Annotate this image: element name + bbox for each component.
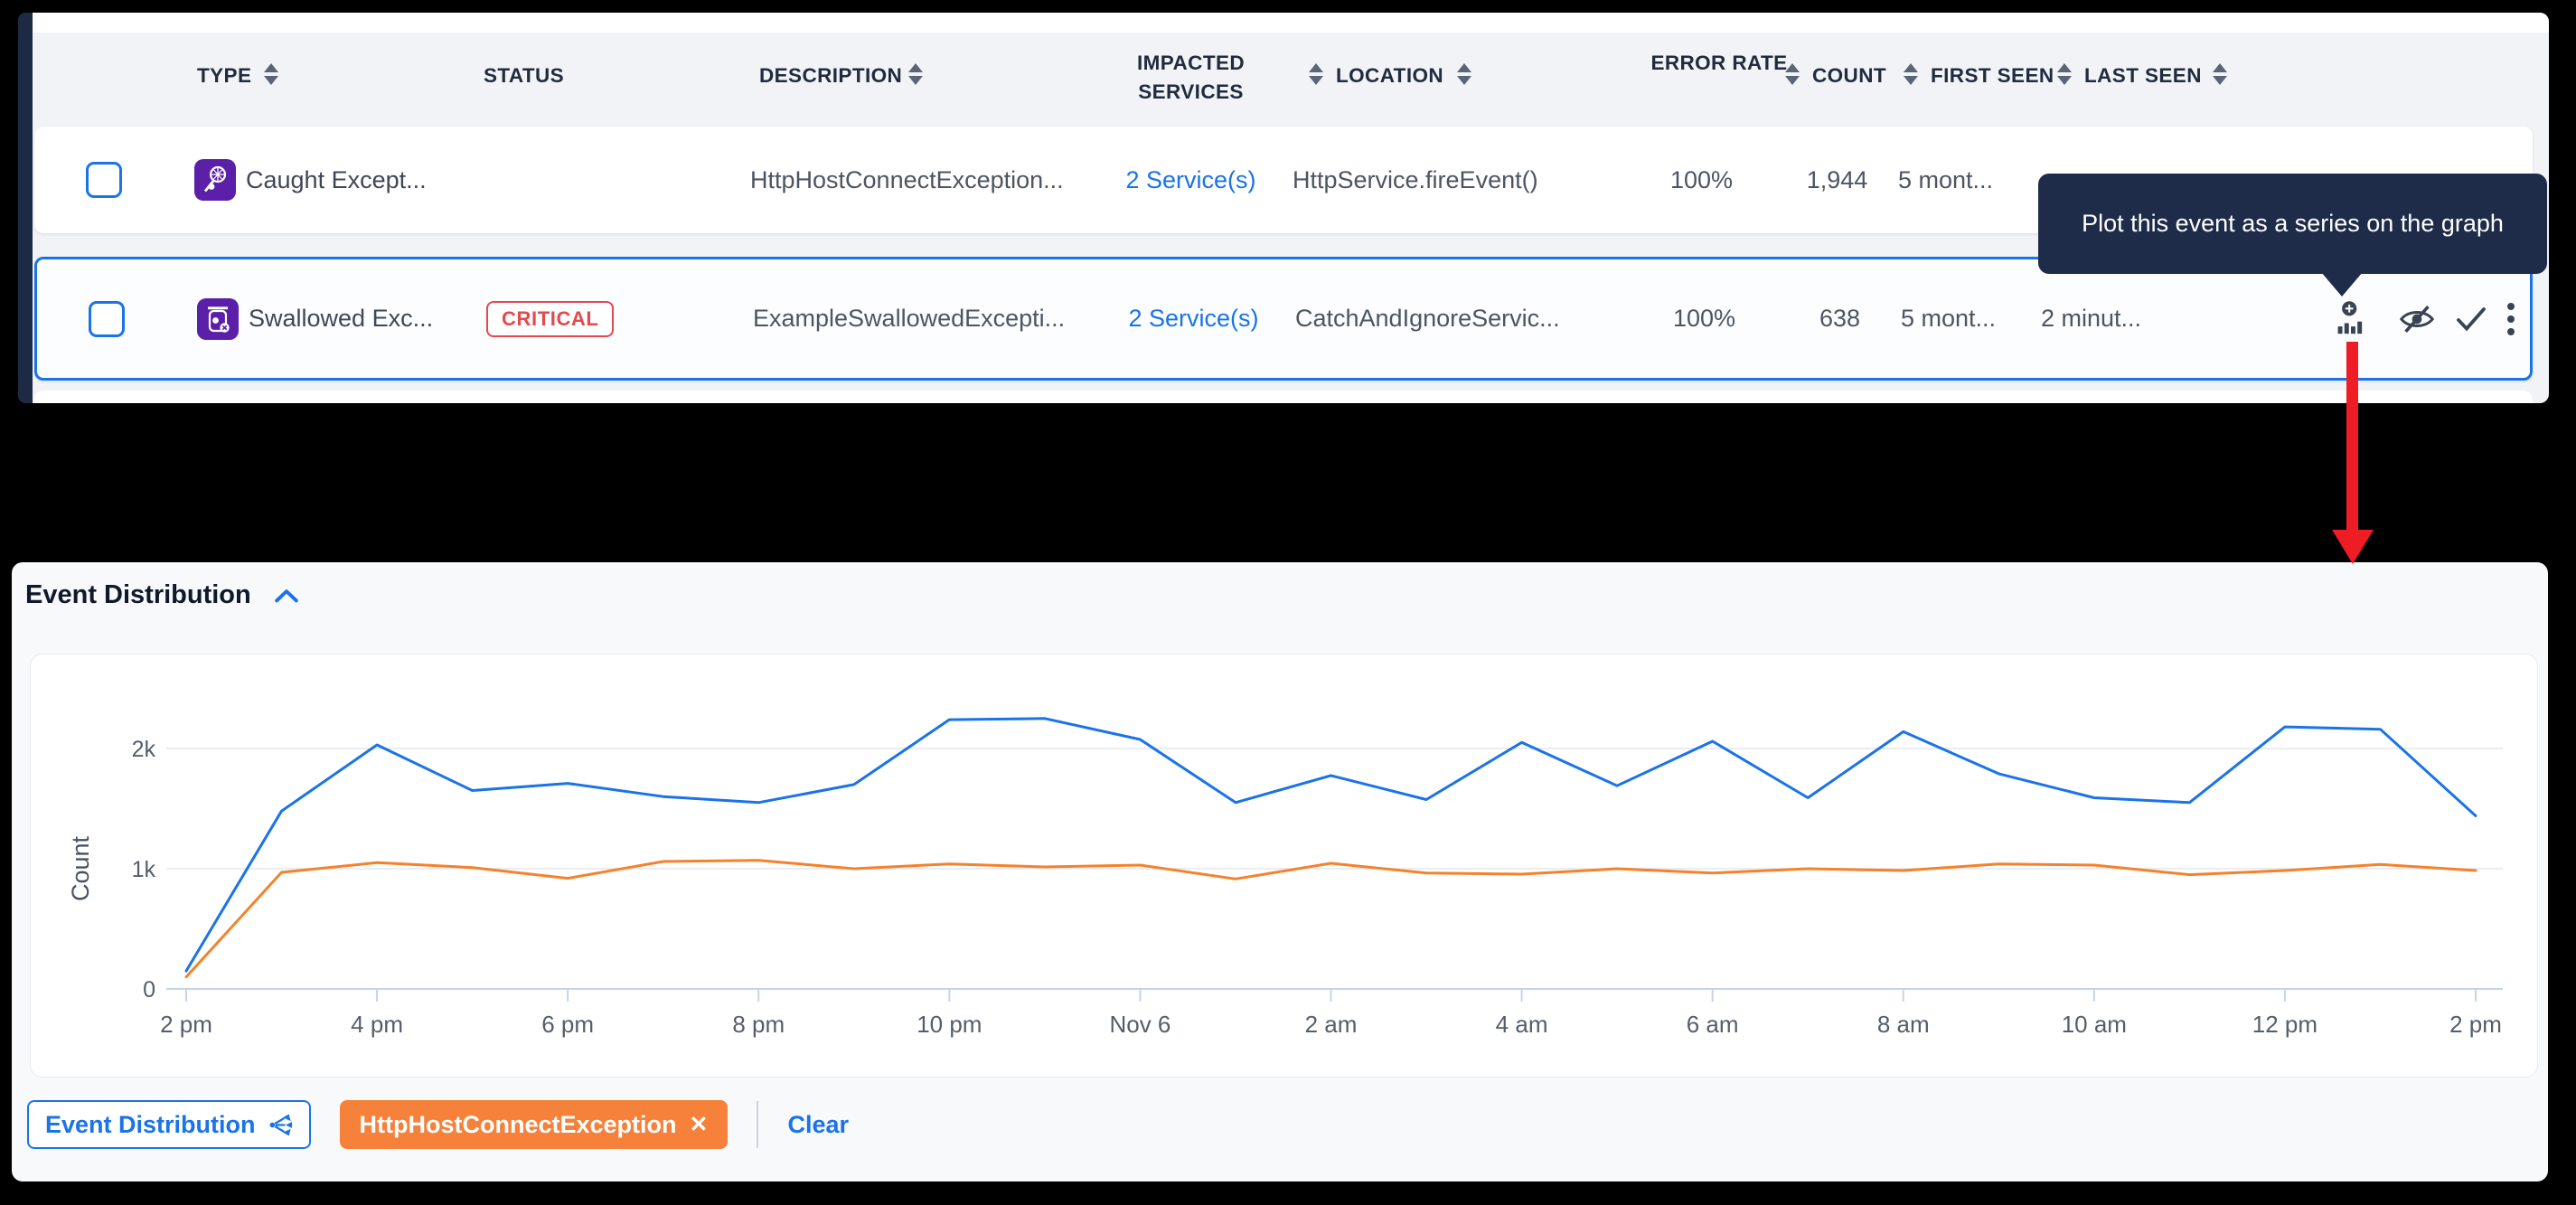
chart-card: 0 1k 2k Count 2 pm 4 pm 6 pm 8 pm 10 pm Nov 6 2 am… — [30, 654, 2538, 1078]
checkbox[interactable] — [89, 300, 125, 337]
count-value: 1,944 — [1806, 165, 1868, 193]
caught-exception-icon — [194, 127, 236, 233]
fork-arrows-icon — [269, 1113, 292, 1136]
error-rate-value: 100% — [1669, 165, 1734, 193]
svg-text:8 am: 8 am — [1877, 1011, 1930, 1038]
row-menu-button[interactable] — [2506, 259, 2515, 378]
svg-text:6 am: 6 am — [1687, 1011, 1739, 1038]
checkbox[interactable] — [86, 162, 122, 198]
column-header-first-seen[interactable]: FIRST SEEN — [1931, 64, 2054, 87]
net-icon — [203, 165, 227, 193]
svg-text:Count: Count — [67, 835, 94, 901]
column-header-location[interactable]: LOCATION — [1336, 64, 1444, 87]
row-checkbox[interactable] — [89, 259, 125, 378]
clear-series-button[interactable]: Clear — [787, 1110, 850, 1138]
panel-top-strip — [33, 13, 2549, 33]
jar-icon — [208, 306, 230, 333]
svg-text:2k: 2k — [132, 737, 156, 762]
svg-text:6 pm: 6 pm — [541, 1011, 594, 1038]
tooltip-pointer — [2321, 272, 2363, 297]
sort-icon[interactable] — [1309, 63, 1323, 85]
series-filter-chip[interactable]: HttpHostConnectException ✕ — [339, 1100, 729, 1149]
first-seen-value: 5 mont... — [1898, 165, 1994, 193]
plot-series-icon — [2337, 300, 2363, 334]
event-description: ExampleSwallowedExcepti... — [753, 305, 1066, 332]
tooltip-text: Plot this event as a series on the graph — [2082, 210, 2504, 237]
event-type-label: Caught Except... — [246, 165, 427, 193]
collapse-panel-button[interactable] — [274, 588, 298, 603]
filter-chip-label: HttpHostConnectException — [359, 1110, 677, 1138]
svg-text:10 am: 10 am — [2062, 1011, 2127, 1038]
eye-slash-icon — [2399, 305, 2435, 333]
annotation-arrow-head — [2332, 530, 2374, 564]
panel-title: Event Distribution — [25, 580, 251, 609]
sort-icon[interactable] — [2057, 63, 2072, 85]
sort-icon[interactable] — [2213, 63, 2227, 85]
svg-text:2 pm: 2 pm — [160, 1011, 212, 1038]
resolve-button[interactable] — [2456, 259, 2487, 378]
sort-icon[interactable] — [1785, 63, 1800, 85]
tooltip: Plot this event as a series on the graph — [2038, 174, 2547, 297]
column-header-impacted-services[interactable]: IMPACTED SERVICES — [1136, 52, 1246, 103]
event-location: HttpService.fireEvent() — [1293, 165, 1538, 193]
svg-text:0: 0 — [143, 977, 155, 1003]
svg-text:2 pm: 2 pm — [2449, 1011, 2502, 1038]
svg-text:4 pm: 4 pm — [351, 1011, 403, 1038]
chevron-up-icon — [274, 588, 298, 602]
annotation-arrow — [2346, 342, 2358, 530]
svg-text:8 pm: 8 pm — [732, 1011, 785, 1038]
column-header-last-seen[interactable]: LAST SEEN — [2084, 64, 2202, 87]
status-cell: CRITICAL — [486, 259, 615, 378]
chart-legend-chips: Event Distribution HttpHostConnectExcept… — [27, 1100, 849, 1149]
sort-icon[interactable] — [908, 63, 923, 85]
close-icon[interactable]: ✕ — [689, 1112, 709, 1137]
event-distribution-panel: Event Distribution 0 1k 2k Count 2 pm 4 pm 6 p… — [12, 562, 2548, 1181]
sort-icon[interactable] — [1457, 63, 1471, 85]
impacted-services-link[interactable]: 2 Service(s) — [1128, 305, 1259, 332]
left-edge-strip — [18, 13, 33, 403]
critical-badge: CRITICAL — [486, 300, 615, 337]
table-row-partial — [34, 391, 2533, 403]
column-header-error-rate[interactable]: ERROR RATE — [1650, 52, 1788, 74]
hide-event-button[interactable] — [2398, 259, 2436, 378]
event-description: HttpHostConnectException... — [750, 165, 1064, 193]
first-seen-value: 5 mont... — [1901, 305, 1997, 332]
event-location: CatchAndIgnoreServic... — [1295, 305, 1560, 332]
checkmark-icon — [2457, 306, 2486, 331]
series-toggle-label: Event Distribution — [45, 1110, 256, 1138]
series-toggle-chip[interactable]: Event Distribution — [27, 1100, 311, 1149]
count-value: 638 — [1819, 305, 1861, 332]
last-seen-value: 2 minut... — [2041, 305, 2142, 332]
swallowed-exception-icon — [197, 259, 239, 378]
column-header-type[interactable]: TYPE — [197, 64, 252, 87]
svg-text:10 pm: 10 pm — [917, 1011, 982, 1038]
svg-text:Nov 6: Nov 6 — [1109, 1011, 1170, 1038]
row-checkbox[interactable] — [86, 127, 122, 233]
event-type-label: Swallowed Exc... — [249, 305, 434, 332]
table-row-selected[interactable]: Swallowed Exc... CRITICAL ExampleSwallow… — [34, 257, 2533, 381]
error-rate-value: 100% — [1672, 305, 1736, 332]
column-header-description[interactable]: DESCRIPTION — [759, 64, 903, 87]
column-header-status[interactable]: STATUS — [484, 64, 565, 87]
event-distribution-chart: 0 1k 2k Count 2 pm 4 pm 6 pm 8 pm 10 pm Nov 6 2 am… — [67, 717, 2503, 1038]
svg-text:12 pm: 12 pm — [2252, 1011, 2317, 1038]
sort-icon[interactable] — [264, 63, 278, 85]
kebab-menu-icon — [2507, 302, 2515, 335]
impacted-services-link[interactable]: 2 Service(s) — [1125, 165, 1256, 193]
svg-text:1k: 1k — [132, 857, 156, 882]
sort-icon[interactable] — [1904, 63, 1918, 85]
svg-text:4 am: 4 am — [1496, 1011, 1548, 1038]
divider — [757, 1101, 759, 1148]
svg-text:2 am: 2 am — [1305, 1011, 1358, 1038]
plot-series-button[interactable] — [2335, 259, 2367, 378]
column-header-count[interactable]: COUNT — [1812, 64, 1886, 87]
